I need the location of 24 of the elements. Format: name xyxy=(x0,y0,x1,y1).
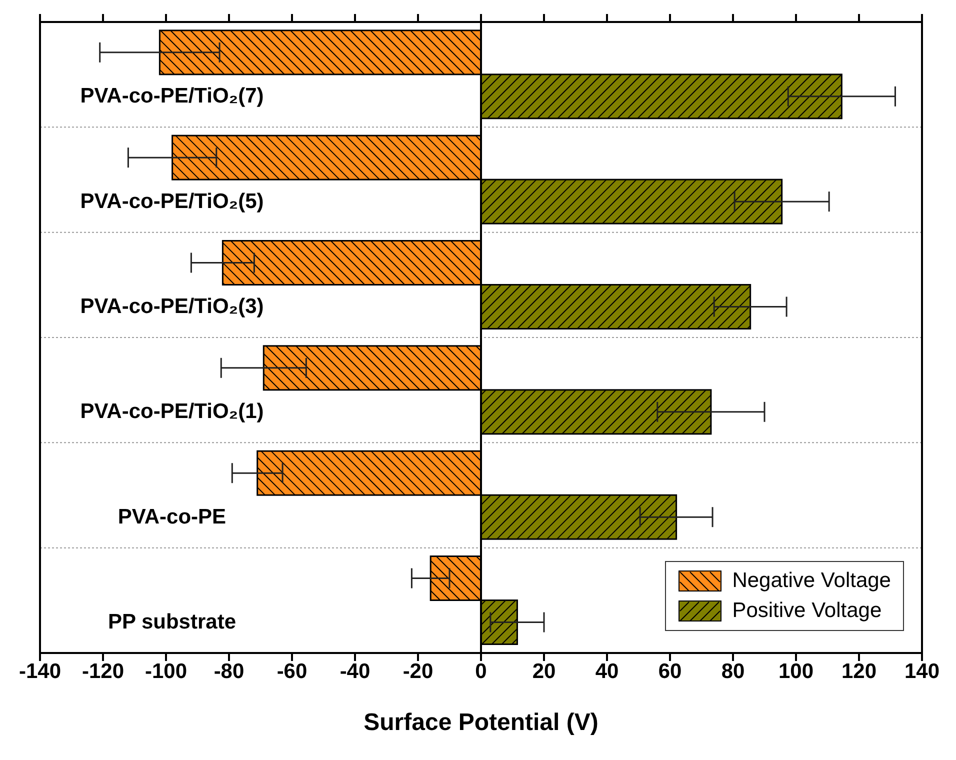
y-tick-label: PVA-co-PE xyxy=(118,505,226,528)
x-tick-label: -80 xyxy=(214,660,244,683)
y-tick-label: PVA-co-PE/TiO₂(7) xyxy=(80,84,264,108)
x-tick-label: 100 xyxy=(778,660,814,683)
legend-label: Negative Voltage xyxy=(732,568,891,594)
legend-label: Positive Voltage xyxy=(732,598,882,624)
x-tick-label: 20 xyxy=(532,660,556,683)
x-tick-label: -120 xyxy=(82,660,124,683)
y-tick-label: PVA-co-PE/TiO₂(1) xyxy=(80,400,264,424)
x-tick-label: 60 xyxy=(658,660,682,683)
x-tick-label: 80 xyxy=(721,660,745,683)
x-tick-label: 140 xyxy=(904,660,940,683)
x-tick-label: -100 xyxy=(144,660,188,683)
x-tick-label: -40 xyxy=(340,660,370,683)
x-tick-label: -60 xyxy=(276,660,308,683)
x-tick-label: -140 xyxy=(18,660,62,683)
y-tick-label: PVA-co-PE/TiO₂(3) xyxy=(80,294,264,318)
y-tick-label: PP substrate xyxy=(108,610,236,634)
x-tick-label: -20 xyxy=(402,660,434,683)
y-tick-label: PVA-co-PE/TiO₂(5) xyxy=(80,190,264,213)
x-axis-title: Surface Potential (V) xyxy=(364,709,598,736)
x-tick-label: 120 xyxy=(841,660,877,683)
x-tick-label: 0 xyxy=(475,660,487,683)
x-tick-label: 40 xyxy=(595,660,619,683)
